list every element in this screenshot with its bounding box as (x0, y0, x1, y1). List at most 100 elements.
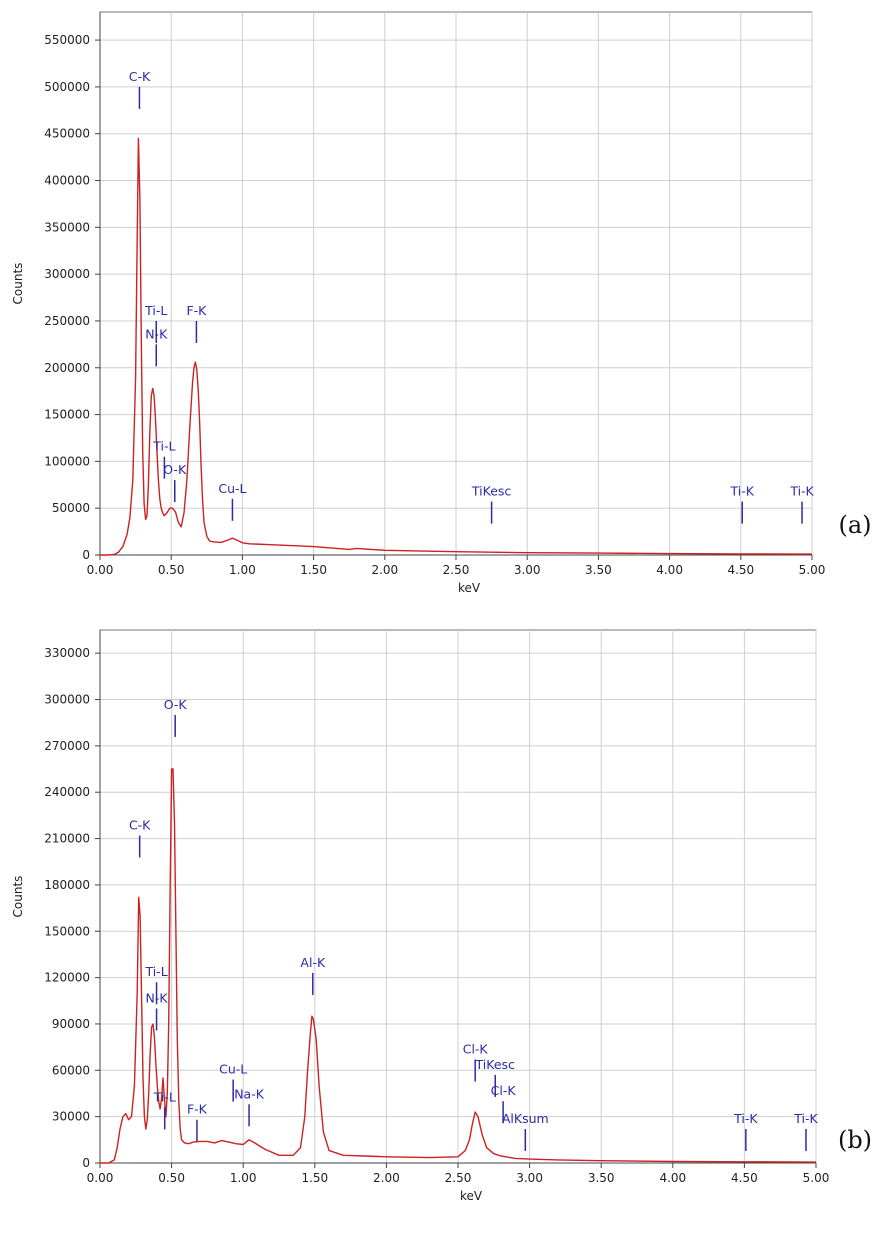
y-tick-label: 0 (82, 548, 90, 562)
peak-marker: TiKesc (475, 1057, 516, 1097)
peak-label: Cu-L (218, 481, 246, 496)
peak-label: N-K (146, 991, 169, 1006)
y-tick-label: 300000 (44, 693, 90, 707)
y-tick-label: 240000 (44, 785, 90, 799)
peak-marker: N-K (146, 991, 169, 1031)
peak-label: Cu-L (219, 1062, 247, 1077)
panel-label: (a) (838, 511, 871, 539)
y-tick-label: 450000 (44, 127, 90, 141)
y-tick-label: 270000 (44, 739, 90, 753)
x-tick-label: 2.50 (445, 1171, 472, 1185)
peak-marker: Cl-K (491, 1083, 517, 1124)
peak-marker: Ti-K (733, 1111, 758, 1152)
peak-marker: F-K (187, 1102, 208, 1142)
peak-label: Ti-L (152, 439, 175, 454)
x-tick-label: 5.00 (803, 1171, 830, 1185)
peak-marker: Ti-K (730, 484, 755, 524)
y-tick-label: 330000 (44, 646, 90, 660)
x-tick-label: 4.50 (727, 563, 754, 577)
x-tick-label: 4.00 (656, 563, 683, 577)
x-tick-label: 4.50 (731, 1171, 758, 1185)
y-tick-label: 100000 (44, 454, 90, 468)
x-tick-label: 3.50 (588, 1171, 615, 1185)
y-tick-label: 400000 (44, 174, 90, 188)
peak-label: Al-K (300, 955, 326, 970)
x-tick-label: 0.00 (87, 1171, 114, 1185)
peak-label: O-K (164, 697, 188, 712)
peak-marker: TiKesc (471, 484, 512, 524)
peak-marker: O-K (164, 697, 188, 737)
x-tick-label: 0.50 (158, 1171, 185, 1185)
y-tick-label: 550000 (44, 33, 90, 47)
y-tick-label: 500000 (44, 80, 90, 94)
y-tick-label: 300000 (44, 267, 90, 281)
y-tick-label: 60000 (52, 1063, 90, 1077)
y-axis-label: Counts (11, 263, 25, 305)
peak-marker: F-K (186, 303, 207, 343)
y-tick-label: 180000 (44, 878, 90, 892)
x-gridlines (99, 630, 817, 1163)
y-gridlines (100, 39, 812, 556)
y-tick-label: 120000 (44, 971, 90, 985)
spectrum-panel-b: 0.00 0.50 1.00 1.50 2.00 2.50 3.00 3.50 4.00 4.50… (0, 618, 878, 1236)
peak-label: Ti-K (733, 1111, 758, 1126)
peak-marker: Al-K (300, 955, 326, 995)
peak-label: TiKesc (471, 484, 512, 499)
peak-label: Ti-K (793, 1111, 818, 1126)
peak-marker: Cu-L (219, 1062, 247, 1102)
peak-label: Ti-L (144, 964, 167, 979)
peak-label: Cl-K (491, 1083, 517, 1098)
peak-marker: AlKsum (502, 1111, 549, 1152)
y-tick-label: 50000 (52, 501, 90, 515)
peak-label: Ti-L (153, 1089, 176, 1104)
x-tick-label: 0.50 (158, 563, 185, 577)
peak-label: AlKsum (502, 1111, 549, 1126)
peak-label: O-K (163, 462, 187, 477)
peak-marker: Cl-K (463, 1041, 489, 1082)
peak-label: Ti-K (789, 484, 814, 499)
x-tick-label: 1.50 (300, 563, 327, 577)
peak-marker: Na-K (234, 1086, 265, 1127)
peak-label: TiKesc (475, 1057, 516, 1072)
x-tick-label: 3.50 (585, 563, 612, 577)
peak-label: F-K (187, 1102, 208, 1117)
spectrum-line (100, 768, 817, 1164)
peak-marker: C-K (129, 69, 151, 109)
x-axis-label: keV (458, 581, 481, 595)
peak-label: Ti-L (144, 303, 167, 318)
peak-label: C-K (129, 817, 151, 832)
x-tick-label: 5.00 (799, 563, 826, 577)
spectrum-line (100, 137, 813, 556)
spectrum-chart-a: 0.00 0.50 1.00 1.50 2.00 2.50 3.00 3.50 4.00 4.50… (11, 11, 872, 595)
peak-marker: Ti-K (793, 1111, 818, 1152)
peak-marker: Cu-L (218, 481, 247, 521)
y-tick-label: 0 (82, 1156, 90, 1170)
x-tick-label: 1.50 (301, 1171, 328, 1185)
y-tick-label: 350000 (44, 220, 90, 234)
x-tick-label: 1.00 (230, 1171, 257, 1185)
peak-marker: Ti-L (144, 964, 168, 1005)
x-tick-label: 3.00 (514, 563, 541, 577)
peak-marker: Ti-L (153, 1089, 176, 1130)
y-axis-label: Counts (11, 876, 25, 918)
x-tick-label: 4.00 (659, 1171, 686, 1185)
peak-marker: C-K (129, 817, 151, 858)
x-tick-label: 2.00 (371, 563, 398, 577)
x-tick-label: 2.00 (373, 1171, 400, 1185)
y-tick-label: 210000 (44, 832, 90, 846)
spectrum-panel-a: 0.00 0.50 1.00 1.50 2.00 2.50 3.00 3.50 4.00 4.50… (11, 11, 872, 595)
peak-label: Ti-K (730, 484, 755, 499)
y-tick-label: 150000 (44, 924, 90, 938)
panel-label: (b) (838, 1126, 872, 1154)
peak-label: N-K (145, 326, 168, 341)
peak-label: Cl-K (463, 1041, 489, 1056)
peak-marker: Ti-K (789, 484, 815, 524)
peak-marker: Ti-L (144, 303, 167, 343)
x-axis-label: keV (460, 1189, 483, 1203)
peak-label: Na-K (234, 1086, 265, 1101)
y-tick-label: 30000 (52, 1110, 90, 1124)
y-tick-label: 90000 (52, 1017, 90, 1031)
peak-marker: N-K (145, 326, 168, 367)
x-tick-label: 3.00 (516, 1171, 543, 1185)
y-tick-label: 250000 (44, 314, 90, 328)
